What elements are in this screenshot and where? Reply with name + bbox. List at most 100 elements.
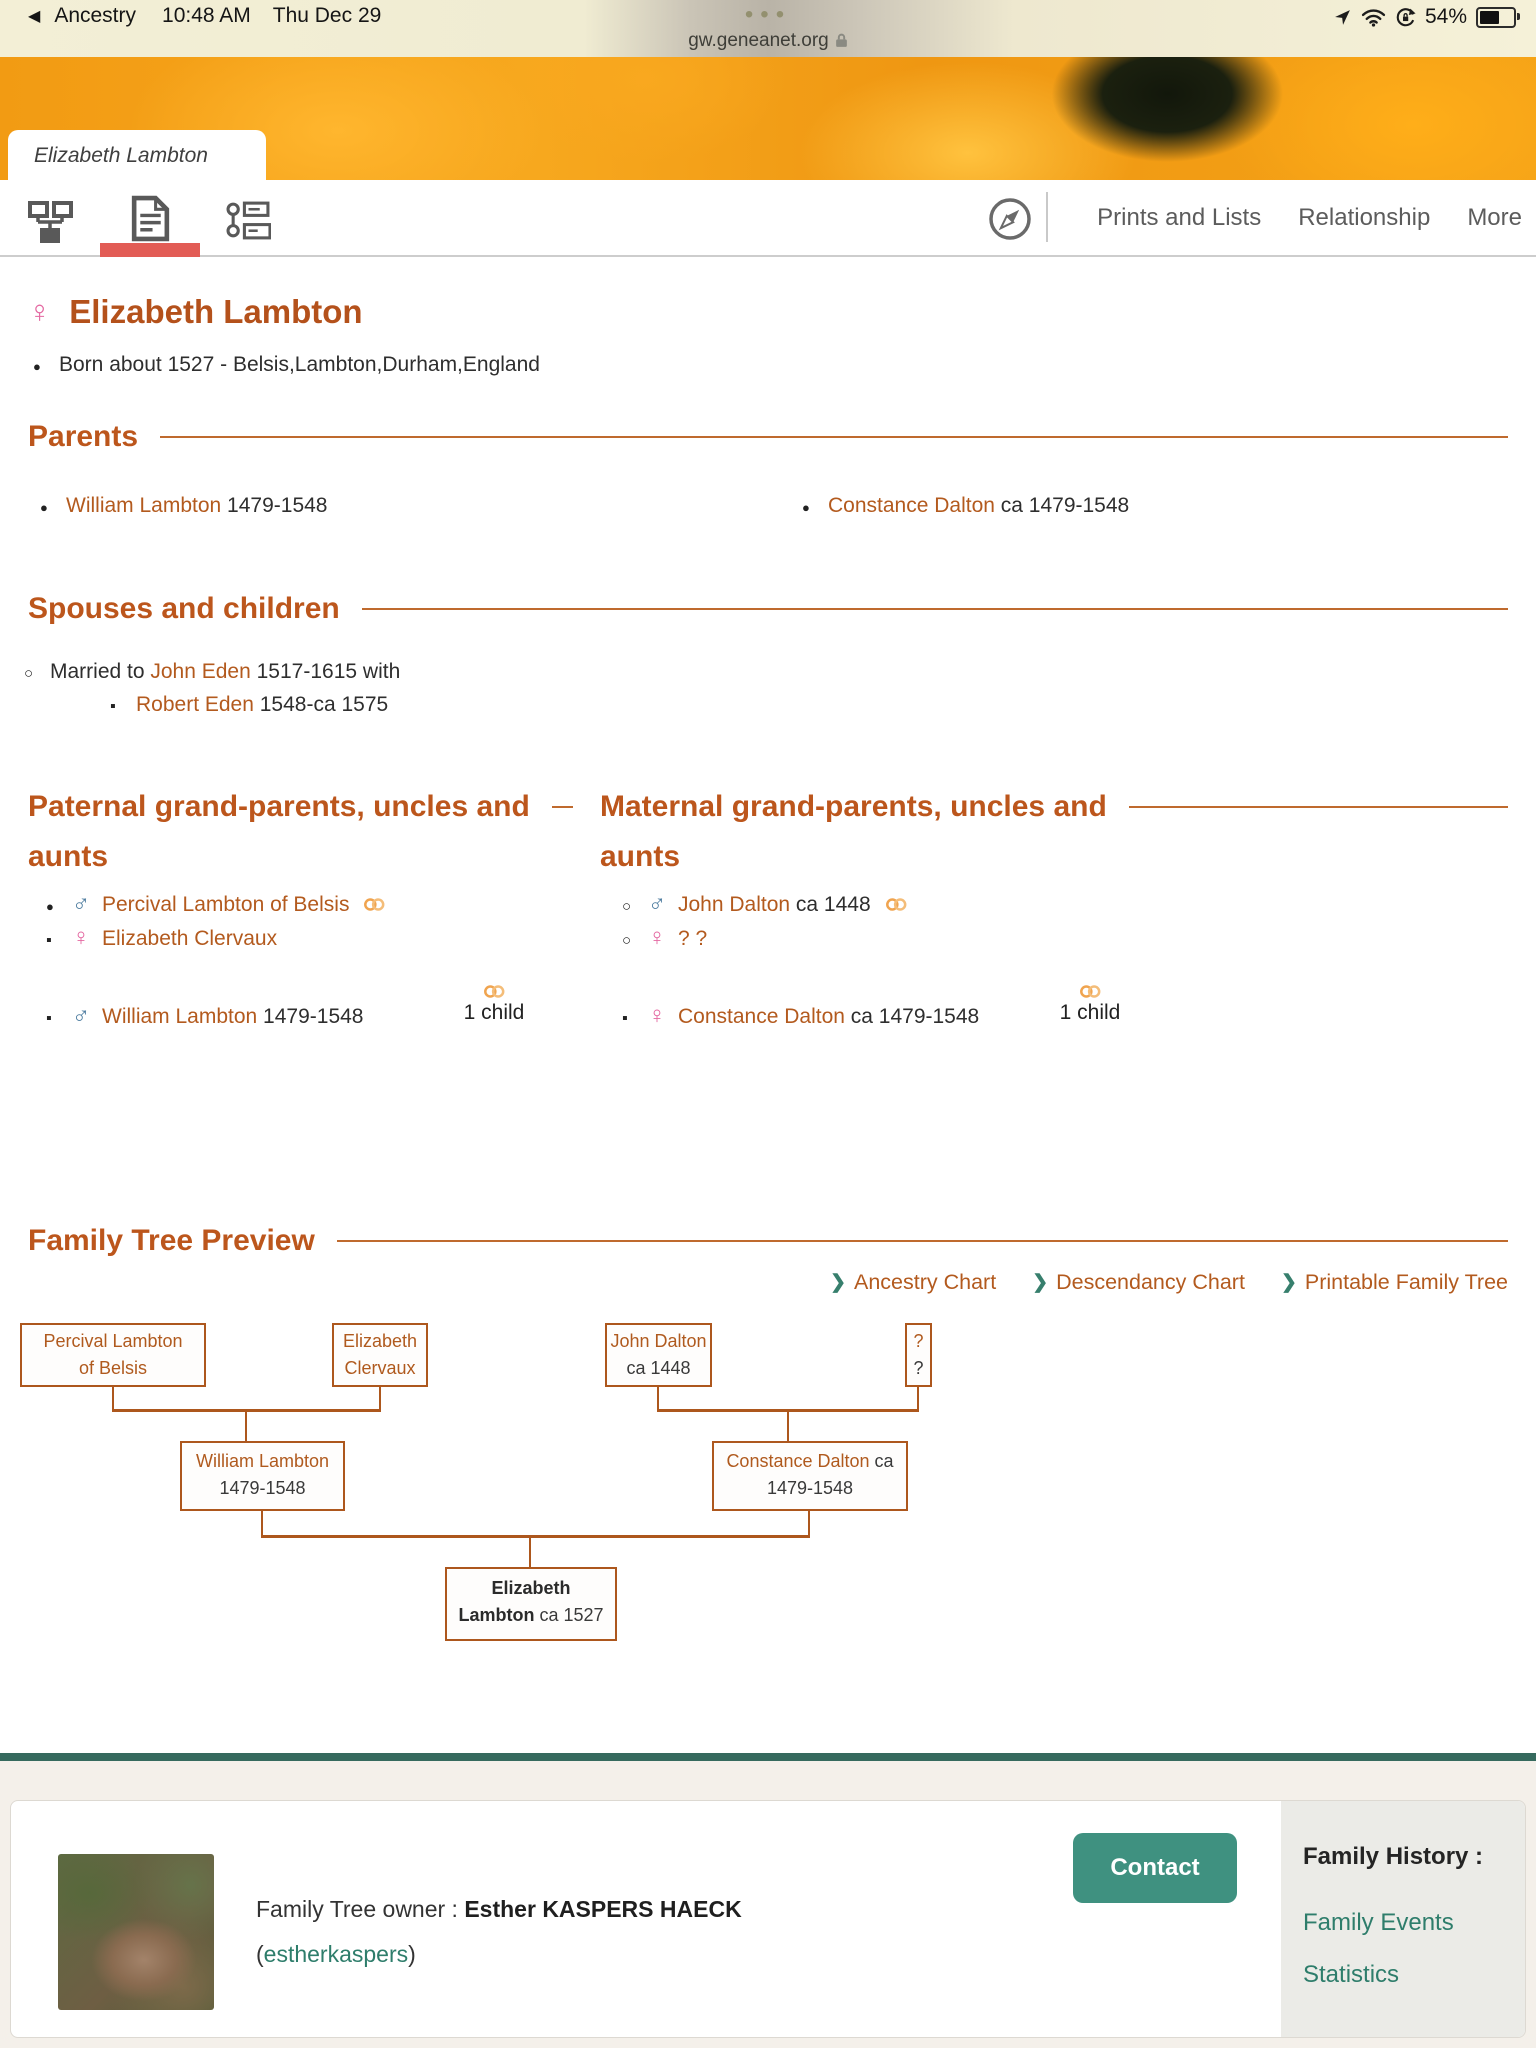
tree-box-elizabeth[interactable]: Elizabeth Lambton ca 1527 <box>445 1567 617 1641</box>
family-events-link[interactable]: Family Events <box>1303 1909 1454 1936</box>
https-lock-icon <box>835 33 847 47</box>
address-bar[interactable]: gw.geneanet.org <box>0 30 1536 52</box>
paternal-section: Paternal grand-parents, uncles and aunts… <box>28 790 573 1029</box>
descendancy-chart-link[interactable]: ❯ Descendancy Chart <box>1032 1270 1245 1294</box>
tree-view-icon[interactable] <box>26 200 74 244</box>
maternal-heading: Maternal grand-parents, uncles and <box>600 790 1107 823</box>
bullet-icon: ○ <box>622 898 632 915</box>
family-history-heading: Family History : <box>1303 1843 1484 1870</box>
family-tree-preview-heading: Family Tree Preview <box>28 1224 315 1257</box>
female-icon: ♀ <box>648 1002 666 1029</box>
bullet-icon: ○ <box>622 932 632 949</box>
back-to-app-icon[interactable]: ◀ <box>28 8 41 25</box>
spouses-heading: Spouses and children <box>28 592 340 625</box>
battery-icon <box>1476 6 1520 28</box>
ancestry-chart-link[interactable]: ❯ Ancestry Chart <box>830 1270 997 1294</box>
maternal-heading-line2: aunts <box>600 840 681 873</box>
wifi-icon <box>1361 8 1386 27</box>
marriage-rings-icon <box>885 898 906 911</box>
marriage-rings-icon <box>1079 985 1100 998</box>
tree-box-unknown[interactable]: ?? <box>905 1323 932 1387</box>
tree-box-constance[interactable]: Constance Dalton ca 1479-1548 <box>712 1441 908 1511</box>
owner-name: Esther KASPERS HAECK <box>464 1896 742 1922</box>
back-to-app-label[interactable]: Ancestry <box>54 4 137 27</box>
heading-rule <box>336 1240 1508 1242</box>
owner-avatar <box>58 1854 214 2010</box>
toolbar-divider <box>1046 192 1048 242</box>
contact-button[interactable]: Contact <box>1073 1833 1237 1903</box>
bullet-icon: ▪ <box>46 1010 52 1027</box>
father-link[interactable]: William Lambton <box>66 494 222 517</box>
heading-rule <box>551 806 573 808</box>
location-arrow-icon <box>1335 9 1350 25</box>
active-tab-underline <box>100 243 200 257</box>
marriage-rings-icon <box>364 898 385 911</box>
children-count: 1 child <box>452 984 536 1025</box>
owner-username-line: (estherkaspers) <box>256 1941 416 1967</box>
children-count: 1 child <box>1048 984 1132 1025</box>
parent-item-father: ● William Lambton 1479-1548 <box>40 494 328 517</box>
paternal-heading-line2: aunts <box>28 840 109 873</box>
tab-overview-dots-icon: ••• <box>744 1 792 28</box>
bullet-icon: ● <box>802 500 810 515</box>
female-icon: ♀ <box>648 924 666 951</box>
grandmother-link[interactable]: ? ? <box>678 927 708 950</box>
father-link[interactable]: William Lambton <box>102 1005 258 1028</box>
tree-box-clervaux[interactable]: Elizabeth Clervaux <box>332 1323 428 1387</box>
heading-rule <box>160 436 1508 438</box>
toolbar: Prints and Lists Relationship More <box>0 180 1536 257</box>
male-icon: ♂ <box>648 890 666 917</box>
timeline-view-icon[interactable] <box>226 200 271 241</box>
bullet-icon: ● <box>40 500 48 515</box>
birth-line: ● Born about 1527 - Belsis,Lambton,Durham… <box>33 353 540 376</box>
mother-link[interactable]: Constance Dalton <box>828 494 995 517</box>
grandfather-link[interactable]: John Dalton <box>678 893 791 916</box>
chevron-right-icon: ❯ <box>1032 1272 1049 1293</box>
page-title: Elizabeth Lambton <box>69 293 363 330</box>
person-tab[interactable]: Elizabeth Lambton <box>8 130 266 180</box>
printable-family-tree-link[interactable]: ❯ Printable Family Tree <box>1280 1270 1508 1294</box>
owner-username-link[interactable]: estherkaspers <box>263 1941 409 1967</box>
male-icon: ♂ <box>72 1002 90 1029</box>
url-text: gw.geneanet.org <box>688 30 829 51</box>
marriage-line: ○ Married to John Eden 1517-1615 with <box>24 660 401 683</box>
clock: 10:48 AM <box>162 4 251 27</box>
mother-link[interactable]: Constance Dalton <box>678 1005 845 1028</box>
heading-rule <box>361 608 1508 610</box>
bullet-icon: ▪ <box>110 698 116 715</box>
footer-divider-bar <box>0 1753 1536 1761</box>
bullet-icon: ▪ <box>622 1010 628 1027</box>
tree-box-percival[interactable]: Percival Lambton of Belsis <box>20 1323 206 1387</box>
tree-box-dalton[interactable]: John Dalton ca 1448 <box>605 1323 712 1387</box>
compass-search-icon[interactable] <box>988 197 1032 241</box>
spouse-link[interactable]: John Eden <box>150 660 251 683</box>
parents-heading: Parents <box>28 420 139 453</box>
menu-more[interactable]: More <box>1467 203 1522 231</box>
chevron-right-icon: ❯ <box>1280 1272 1297 1293</box>
maternal-section: Maternal grand-parents, uncles and aunts… <box>600 790 1508 1029</box>
owner-line: Family Tree owner : Esther KASPERS HAECK <box>256 1896 742 1922</box>
marriage-rings-icon <box>483 985 504 998</box>
female-icon: ♀ <box>72 924 90 951</box>
menu-prints-and-lists[interactable]: Prints and Lists <box>1097 203 1262 231</box>
date: Thu Dec 29 <box>272 4 382 27</box>
parent-item-mother: ● Constance Dalton ca 1479-1548 <box>802 494 1130 517</box>
heading-rule <box>1128 806 1508 808</box>
battery-percent: 54% <box>1424 5 1467 28</box>
female-icon: ♀ <box>28 294 52 329</box>
owner-card: Family Tree owner : Esther KASPERS HAECK… <box>10 1800 1526 2038</box>
menu-relationship[interactable]: Relationship <box>1298 203 1431 231</box>
bullet-icon: ▪ <box>46 932 52 949</box>
profile-view-icon[interactable] <box>131 195 170 242</box>
grandmother-link[interactable]: Elizabeth Clervaux <box>102 927 278 950</box>
child-link[interactable]: Robert Eden <box>136 693 254 716</box>
bullet-icon: ● <box>33 359 41 374</box>
orientation-lock-icon <box>1396 7 1416 26</box>
tree-box-william[interactable]: William Lambton 1479-1548 <box>180 1441 345 1511</box>
family-history-panel: Family History : Family Events Statistic… <box>1281 1801 1525 2037</box>
family-tree-chart: Percival Lambton of Belsis Elizabeth Clerv… <box>0 1320 1536 1665</box>
statistics-link[interactable]: Statistics <box>1303 1961 1400 1988</box>
grandfather-link[interactable]: Percival Lambton of Belsis <box>102 893 350 916</box>
status-bar: ◀ Ancestry 10:48 AM Thu Dec 29 ••• 54% <box>0 0 1536 57</box>
